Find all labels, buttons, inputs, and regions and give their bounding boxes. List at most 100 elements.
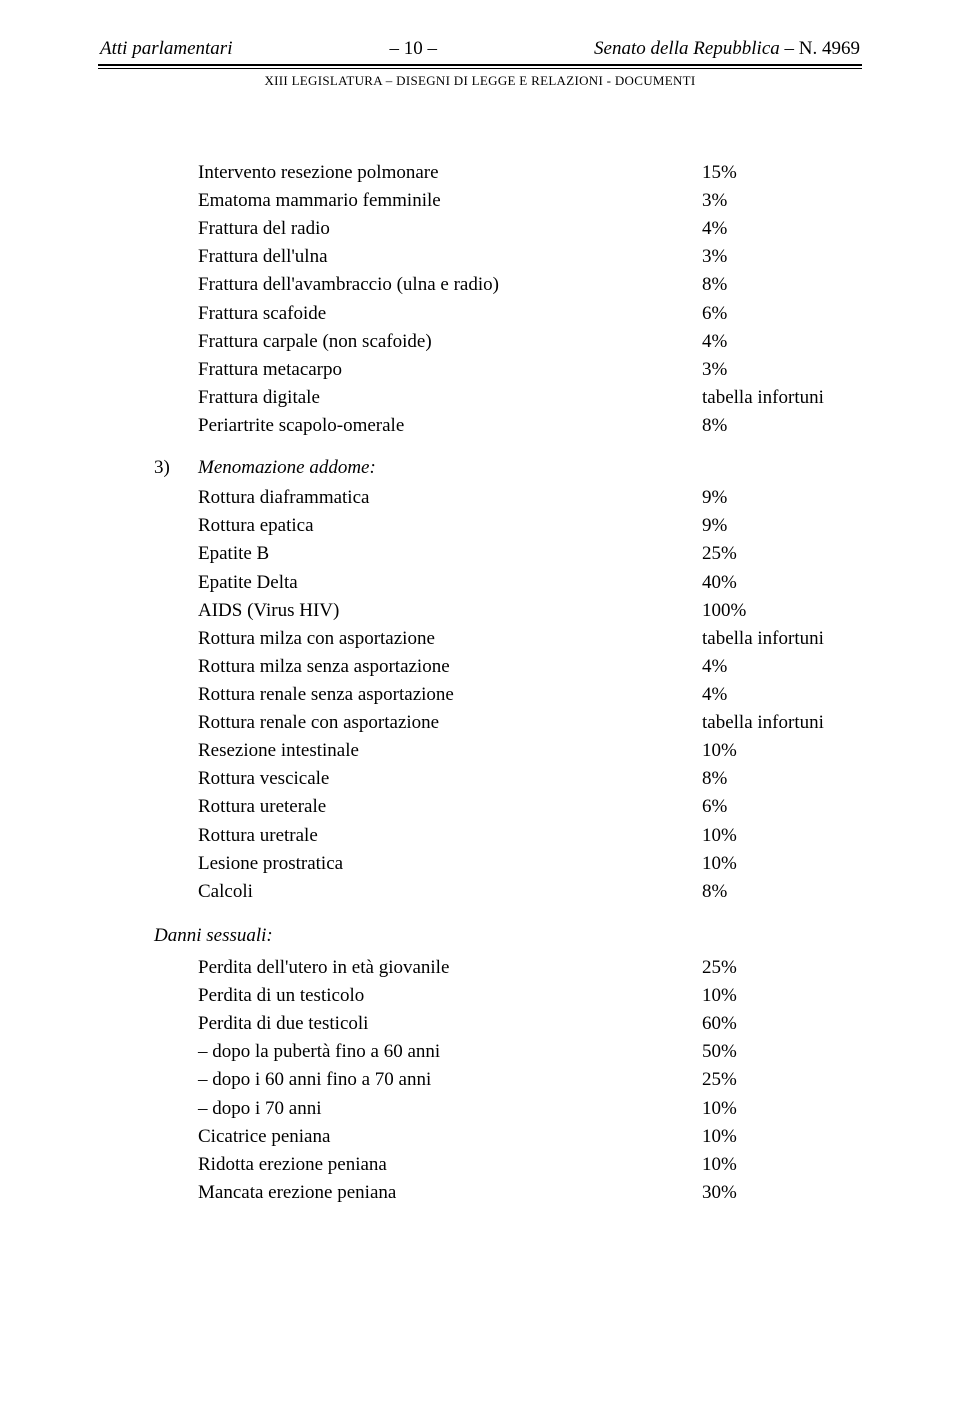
section-title: 3)Menomazione addome: — [154, 454, 852, 482]
row-value: 25% — [702, 540, 852, 568]
row-label: Rottura uretrale — [198, 822, 702, 850]
data-row: AIDS (Virus HIV)100% — [198, 597, 852, 625]
row-value: 10% — [702, 850, 852, 878]
data-row: Lesione prostratica10% — [198, 850, 852, 878]
row-label: Perdita di due testicoli — [198, 1010, 702, 1038]
row-label: Frattura metacarpo — [198, 356, 702, 384]
row-value: 4% — [702, 328, 852, 356]
header-rule-thin — [98, 68, 862, 69]
subsection-title: Danni sessuali: — [154, 922, 852, 950]
row-label: Frattura del radio — [198, 215, 702, 243]
row-label: Rottura milza con asportazione — [198, 625, 702, 653]
row-label: Mancata erezione peniana — [198, 1179, 702, 1207]
row-label: AIDS (Virus HIV) — [198, 597, 702, 625]
data-row: Epatite Delta40% — [198, 569, 852, 597]
data-row: Rottura milza con asportazionetabella in… — [198, 625, 852, 653]
row-value: 100% — [702, 597, 852, 625]
row-label: Rottura milza senza asportazione — [198, 653, 702, 681]
row-value: 3% — [702, 356, 852, 384]
data-row: Rottura uretrale10% — [198, 822, 852, 850]
row-value: 10% — [702, 1095, 852, 1123]
data-row: Frattura dell'avambraccio (ulna e radio)… — [198, 271, 852, 299]
row-label: Rottura renale con asportazione — [198, 709, 702, 737]
row-value: 10% — [702, 982, 852, 1010]
row-label: Calcoli — [198, 878, 702, 906]
row-value: tabella infortuni — [702, 709, 852, 737]
row-label: Periartrite scapolo-omerale — [198, 412, 702, 440]
data-row: Cicatrice peniana10% — [198, 1123, 852, 1151]
row-label: Frattura scafoide — [198, 300, 702, 328]
row-label: – dopo i 70 anni — [198, 1095, 702, 1123]
data-row: Frattura digitaletabella infortuni — [198, 384, 852, 412]
row-label: Resezione intestinale — [198, 737, 702, 765]
row-label: Rottura ureterale — [198, 793, 702, 821]
row-value: 4% — [702, 215, 852, 243]
row-value: 6% — [702, 793, 852, 821]
data-row: Resezione intestinale10% — [198, 737, 852, 765]
row-label: Rottura renale senza asportazione — [198, 681, 702, 709]
page-header: Atti parlamentari – 10 – Senato della Re… — [98, 38, 862, 62]
row-label: Rottura diaframmatica — [198, 484, 702, 512]
data-row: Rottura renale senza asportazione4% — [198, 681, 852, 709]
row-value: 10% — [702, 737, 852, 765]
row-value: tabella infortuni — [702, 625, 852, 653]
row-value: tabella infortuni — [702, 384, 852, 412]
row-label: Frattura carpale (non scafoide) — [198, 328, 702, 356]
data-row: Rottura milza senza asportazione4% — [198, 653, 852, 681]
data-row: Periartrite scapolo-omerale8% — [198, 412, 852, 440]
row-label: Epatite B — [198, 540, 702, 568]
row-value: 10% — [702, 1123, 852, 1151]
data-row: Perdita dell'utero in età giovanile25% — [198, 954, 852, 982]
row-label: Frattura digitale — [198, 384, 702, 412]
row-label: Perdita dell'utero in età giovanile — [198, 954, 702, 982]
header-page-number: – 10 – — [390, 38, 438, 60]
row-label: Epatite Delta — [198, 569, 702, 597]
header-left: Atti parlamentari — [100, 38, 232, 60]
data-row: Rottura diaframmatica9% — [198, 484, 852, 512]
data-row: Frattura scafoide6% — [198, 300, 852, 328]
row-label: Rottura vescicale — [198, 765, 702, 793]
row-value: 15% — [702, 159, 852, 187]
row-value: 30% — [702, 1179, 852, 1207]
header-right-italic: Senato della Repubblica — [594, 38, 780, 59]
row-value: 8% — [702, 412, 852, 440]
row-value: 8% — [702, 765, 852, 793]
data-row: Epatite B25% — [198, 540, 852, 568]
row-value: 9% — [702, 484, 852, 512]
row-value: 4% — [702, 681, 852, 709]
row-label: Cicatrice peniana — [198, 1123, 702, 1151]
row-value: 3% — [702, 187, 852, 215]
row-label: Intervento resezione polmonare — [198, 159, 702, 187]
row-label: Rottura epatica — [198, 512, 702, 540]
row-value: 8% — [702, 878, 852, 906]
data-row: Ridotta erezione peniana10% — [198, 1151, 852, 1179]
header-subheader: XIII LEGISLATURA – DISEGNI DI LEGGE E RE… — [98, 73, 862, 89]
data-row: – dopo la pubertà fino a 60 anni50% — [198, 1038, 852, 1066]
row-label: – dopo i 60 anni fino a 70 anni — [198, 1066, 702, 1094]
row-value: 4% — [702, 653, 852, 681]
row-label: Ematoma mammario femminile — [198, 187, 702, 215]
header-doc-number: – N. 4969 — [780, 38, 860, 59]
header-rule-thick — [98, 64, 862, 66]
row-label: Ridotta erezione peniana — [198, 1151, 702, 1179]
data-row: Rottura vescicale8% — [198, 765, 852, 793]
data-row: Calcoli8% — [198, 878, 852, 906]
row-value: 10% — [702, 822, 852, 850]
data-row: – dopo i 60 anni fino a 70 anni25% — [198, 1066, 852, 1094]
data-row: – dopo i 70 anni10% — [198, 1095, 852, 1123]
data-row: Ematoma mammario femminile3% — [198, 187, 852, 215]
section-number: 3) — [154, 454, 198, 482]
row-value: 8% — [702, 271, 852, 299]
data-row: Perdita di un testicolo10% — [198, 982, 852, 1010]
row-value: 3% — [702, 243, 852, 271]
row-value: 10% — [702, 1151, 852, 1179]
row-label: Frattura dell'ulna — [198, 243, 702, 271]
data-row: Intervento resezione polmonare15% — [198, 159, 852, 187]
row-value: 25% — [702, 954, 852, 982]
section-title-text: Menomazione addome: — [198, 457, 376, 478]
row-value: 60% — [702, 1010, 852, 1038]
data-row: Rottura epatica9% — [198, 512, 852, 540]
row-label: Perdita di un testicolo — [198, 982, 702, 1010]
row-label: Frattura dell'avambraccio (ulna e radio) — [198, 271, 702, 299]
page: Atti parlamentari – 10 – Senato della Re… — [0, 0, 960, 1207]
